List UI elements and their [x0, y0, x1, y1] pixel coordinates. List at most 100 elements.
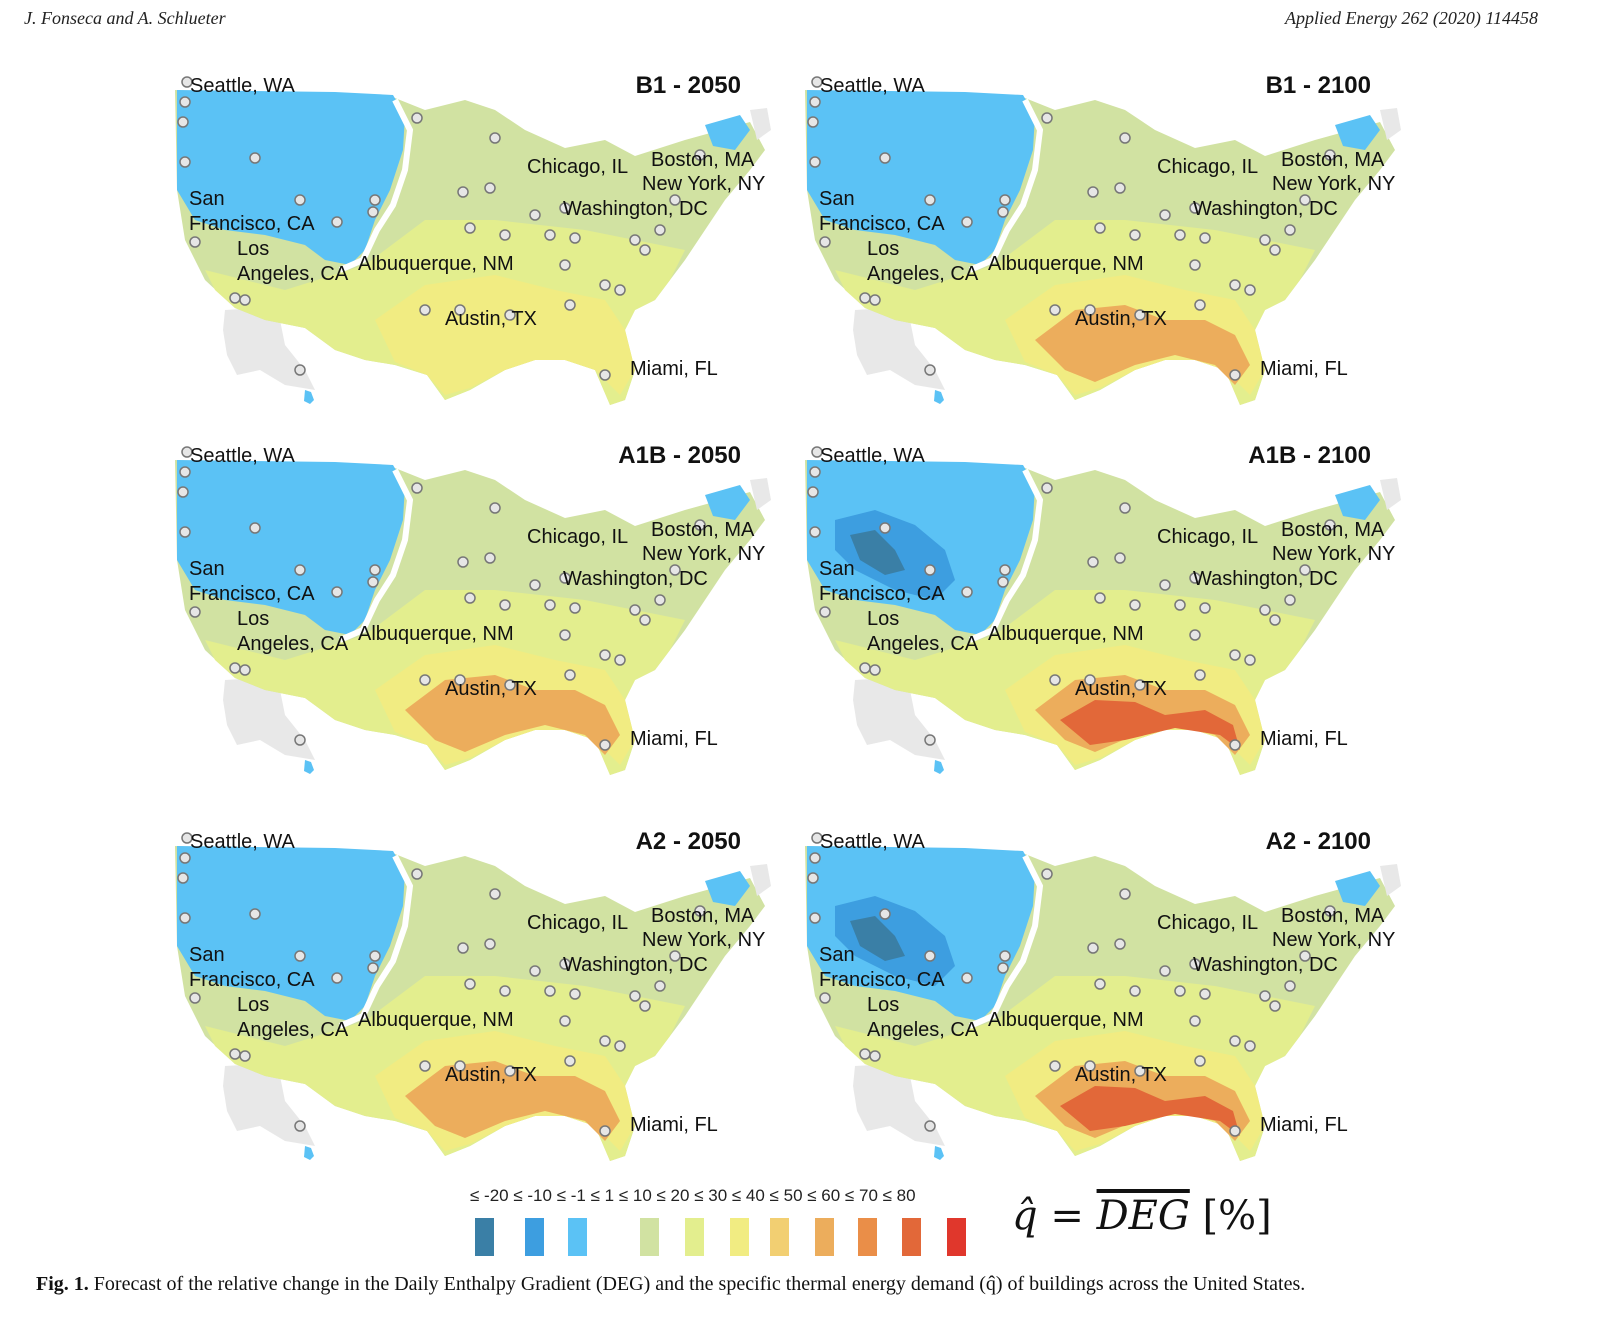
city-label-miami: Miami, FL: [630, 1114, 718, 1136]
alaska-inset: [853, 308, 945, 390]
map-panel-2: B1 - 2100 Seattle, WA San Francisco, CA …: [795, 70, 1415, 420]
city-label-washington: Washington, DC: [563, 954, 708, 976]
panel-title: A1B - 2100: [1248, 442, 1371, 469]
city-label-seattle: Seattle, WA: [820, 75, 925, 97]
city-label-la-2: Angeles, CA: [237, 1019, 349, 1041]
city-label-miami: Miami, FL: [1260, 1114, 1348, 1136]
legend-swatch: [525, 1218, 544, 1256]
city-label-washington: Washington, DC: [1193, 954, 1338, 976]
city-label-sf-2: Francisco, CA: [189, 969, 315, 991]
city-label-sf-1: San: [189, 188, 225, 210]
city-label-albuquerque: Albuquerque, NM: [358, 253, 514, 275]
city-label-boston: Boston, MA: [1281, 905, 1385, 927]
city-label-la-1: Los: [237, 608, 270, 630]
city-label-newyork: New York, NY: [1272, 173, 1396, 195]
city-label-boston: Boston, MA: [651, 519, 755, 541]
cold-west-region: [177, 460, 405, 635]
hottest-region: [1060, 1086, 1240, 1136]
legend-labels: ≤ -20 ≤ -10 ≤ -1 ≤ 1 ≤ 10 ≤ 20 ≤ 30 ≤ 40…: [470, 1186, 916, 1205]
city-label-la-1: Los: [237, 994, 270, 1016]
city-label-austin: Austin, TX: [445, 678, 537, 700]
city-label-sf-2: Francisco, CA: [819, 213, 945, 235]
city-label-la-1: Los: [867, 608, 900, 630]
city-label-newyork: New York, NY: [642, 543, 766, 565]
city-label-boston: Boston, MA: [651, 149, 755, 171]
legend-swatch: [815, 1218, 834, 1256]
city-label-miami: Miami, FL: [1260, 358, 1348, 380]
station-markers: [807, 76, 1336, 381]
city-label-la-2: Angeles, CA: [867, 1019, 979, 1041]
city-label-albuquerque: Albuquerque, NM: [988, 253, 1144, 275]
northeast-inset-gray: [1380, 478, 1401, 510]
alaska-inset: [223, 678, 315, 760]
caption-text: Forecast of the relative change in the D…: [93, 1273, 1306, 1295]
legend-swatch: [640, 1218, 659, 1256]
city-label-chicago: Chicago, IL: [1157, 526, 1259, 548]
city-label-sf-2: Francisco, CA: [189, 583, 315, 605]
color-legend: ≤ -20 ≤ -10 ≤ -1 ≤ 1 ≤ 10 ≤ 20 ≤ 30 ≤ 40…: [470, 1183, 990, 1263]
city-label-washington: Washington, DC: [563, 198, 708, 220]
city-label-newyork: New York, NY: [1272, 929, 1396, 951]
legend-swatch: [770, 1218, 789, 1256]
cold-deep-region: [850, 530, 905, 575]
northeast-cold-patch: [705, 115, 750, 150]
city-label-chicago: Chicago, IL: [527, 526, 629, 548]
cold-west-region: [177, 846, 405, 1021]
city-label-sf-2: Francisco, CA: [189, 213, 315, 235]
city-label-austin: Austin, TX: [1075, 1064, 1167, 1086]
northeast-inset-gray: [750, 108, 771, 140]
figure-caption: Fig. 1. Forecast of the relative change …: [36, 1273, 1576, 1296]
city-label-washington: Washington, DC: [1193, 198, 1338, 220]
map-panel-3: A1B - 2050 Seattle, WA San Francisco, CA…: [165, 440, 785, 790]
alaska-inset: [853, 1064, 945, 1146]
legend-swatch: [685, 1218, 704, 1256]
northeast-cold-patch: [1335, 115, 1380, 150]
city-label-la-2: Angeles, CA: [237, 633, 349, 655]
city-label-boston: Boston, MA: [1281, 149, 1385, 171]
city-label-chicago: Chicago, IL: [1157, 912, 1259, 934]
city-label-austin: Austin, TX: [1075, 678, 1167, 700]
hawaii-inset: [304, 760, 314, 774]
map-panel-1: B1 - 2050 Seattle, WA San Francisco, CA …: [165, 70, 785, 420]
legend-swatch: [475, 1218, 494, 1256]
us-map: [805, 832, 1401, 1161]
station-markers: [807, 446, 1336, 751]
city-label-albuquerque: Albuquerque, NM: [988, 1009, 1144, 1031]
panel-title: B1 - 2050: [635, 72, 741, 99]
hottest-region: [1060, 700, 1240, 750]
hawaii-inset: [934, 760, 944, 774]
city-label-la-1: Los: [237, 238, 270, 260]
panel-title: A2 - 2100: [1265, 828, 1371, 855]
city-label-washington: Washington, DC: [1193, 568, 1338, 590]
panel-title: B1 - 2100: [1265, 72, 1371, 99]
cold-deep-region: [850, 916, 905, 961]
us-map: [805, 76, 1401, 405]
city-label-sf-2: Francisco, CA: [819, 583, 945, 605]
northeast-cold-patch: [1335, 871, 1380, 906]
cold-boundary: [968, 98, 1044, 273]
city-label-austin: Austin, TX: [445, 1064, 537, 1086]
city-label-chicago: Chicago, IL: [527, 156, 629, 178]
alaska-inset: [223, 1064, 315, 1146]
city-label-sf-1: San: [819, 558, 855, 580]
city-label-albuquerque: Albuquerque, NM: [988, 623, 1144, 645]
city-label-sf-1: San: [819, 944, 855, 966]
city-label-la-2: Angeles, CA: [237, 263, 349, 285]
formula: q̂ = DEG [%]: [1012, 1193, 1272, 1239]
northeast-cold-patch: [705, 871, 750, 906]
hawaii-inset: [304, 1146, 314, 1160]
city-label-la-1: Los: [867, 238, 900, 260]
cold-boundary: [338, 468, 414, 643]
formula-unit: [%]: [1202, 1193, 1272, 1239]
city-label-miami: Miami, FL: [630, 728, 718, 750]
city-label-newyork: New York, NY: [1272, 543, 1396, 565]
city-label-seattle: Seattle, WA: [190, 75, 295, 97]
northeast-inset-gray: [1380, 864, 1401, 896]
station-markers: [177, 76, 706, 381]
city-label-sf-2: Francisco, CA: [819, 969, 945, 991]
city-label-la-2: Angeles, CA: [867, 263, 979, 285]
city-label-albuquerque: Albuquerque, NM: [358, 623, 514, 645]
city-label-boston: Boston, MA: [651, 905, 755, 927]
map-panel-5: A2 - 2050 Seattle, WA San Francisco, CA …: [165, 826, 785, 1176]
station-markers: [177, 446, 706, 751]
